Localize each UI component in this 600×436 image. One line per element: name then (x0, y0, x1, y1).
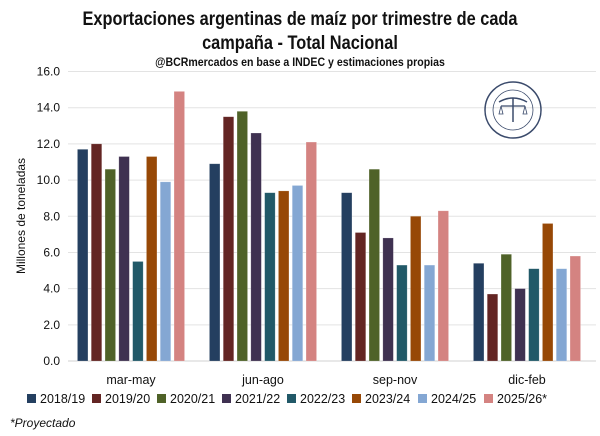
y-tick-label: 16.0 (37, 65, 61, 79)
chart-subtitle: @BCRmercados en base a INDEC y estimacio… (155, 55, 445, 69)
legend-label: 2019/20 (105, 392, 150, 406)
logo-bolsa-de-comercio-de-rosario-icon (484, 81, 542, 139)
bar-202526-sep-nov (437, 210, 449, 362)
legend-swatch (287, 394, 296, 403)
legend-swatch (352, 394, 361, 403)
bar-202526-mar-may (173, 91, 185, 362)
legend-label: 2021/22 (235, 392, 280, 406)
bar-201819-sep-nov (341, 192, 353, 362)
x-tick-label: dic-feb (508, 373, 546, 387)
bar-201920-mar-may (90, 143, 103, 362)
bar-202122-sep-nov (382, 237, 394, 362)
legend-swatch (222, 394, 231, 403)
bar-202021-mar-may (104, 168, 116, 362)
bar-202526-dic-feb (569, 255, 581, 362)
bar-201819-jun-ago (209, 163, 221, 362)
legend-swatch (27, 394, 36, 403)
legend-label: 2025/26* (497, 392, 547, 406)
bar-202526-jun-ago (305, 141, 317, 362)
bar-202122-jun-ago (250, 132, 262, 362)
bar-202122-dic-feb (514, 288, 526, 362)
bar-202425-jun-ago (291, 185, 304, 362)
bar-202223-dic-feb (528, 268, 540, 362)
y-tick-label: 0.0 (43, 354, 60, 368)
y-axis-label: Millones de toneladas (14, 158, 28, 274)
bar-201819-dic-feb (473, 262, 485, 362)
bar-202021-dic-feb (500, 253, 512, 362)
x-tick-label: sep-nov (373, 373, 418, 387)
bar-202324-dic-feb (542, 223, 554, 362)
y-tick-label: 6.0 (43, 245, 60, 259)
bar-201819-mar-may (77, 149, 89, 362)
bar-202324-jun-ago (278, 190, 290, 362)
chart-title-line-2: campaña - Total Nacional (202, 33, 398, 54)
legend-swatch (92, 394, 101, 403)
bar-202425-sep-nov (423, 264, 436, 362)
bar-202324-sep-nov (410, 215, 422, 362)
bar-201920-sep-nov (354, 232, 367, 362)
bar-202021-sep-nov (368, 168, 380, 362)
bar-202324-mar-may (146, 156, 158, 362)
legend-swatch (157, 394, 166, 403)
legend-swatch (484, 394, 493, 403)
y-tick-label: 8.0 (43, 209, 60, 223)
bar-201920-dic-feb (486, 293, 499, 362)
bar-202122-mar-may (118, 156, 130, 362)
x-tick-label: mar-may (106, 373, 156, 387)
legend-label: 2024/25 (431, 392, 476, 406)
x-tick-label: jun-ago (241, 373, 284, 387)
footnote: *Proyectado (10, 416, 76, 430)
bar-202223-mar-may (132, 261, 144, 362)
y-tick-label: 14.0 (37, 101, 61, 115)
bar-202425-dic-feb (555, 268, 568, 362)
y-tick-label: 4.0 (43, 282, 60, 296)
y-tick-label: 12.0 (37, 137, 61, 151)
y-tick-label: 2.0 (43, 318, 60, 332)
legend-label: 2023/24 (365, 392, 410, 406)
bar-202223-jun-ago (264, 192, 276, 362)
bar-202425-mar-may (159, 181, 172, 362)
legend-label: 2022/23 (300, 392, 345, 406)
legend-label: 2018/19 (40, 392, 85, 406)
legend-swatch (418, 394, 427, 403)
legend-label: 2020/21 (170, 392, 215, 406)
chart-title-line-1: Exportaciones argentinas de maíz por tri… (82, 9, 518, 30)
bar-202021-jun-ago (236, 111, 248, 362)
bar-202223-sep-nov (396, 264, 408, 362)
bar-201920-jun-ago (222, 116, 235, 362)
y-tick-label: 10.0 (37, 173, 61, 187)
